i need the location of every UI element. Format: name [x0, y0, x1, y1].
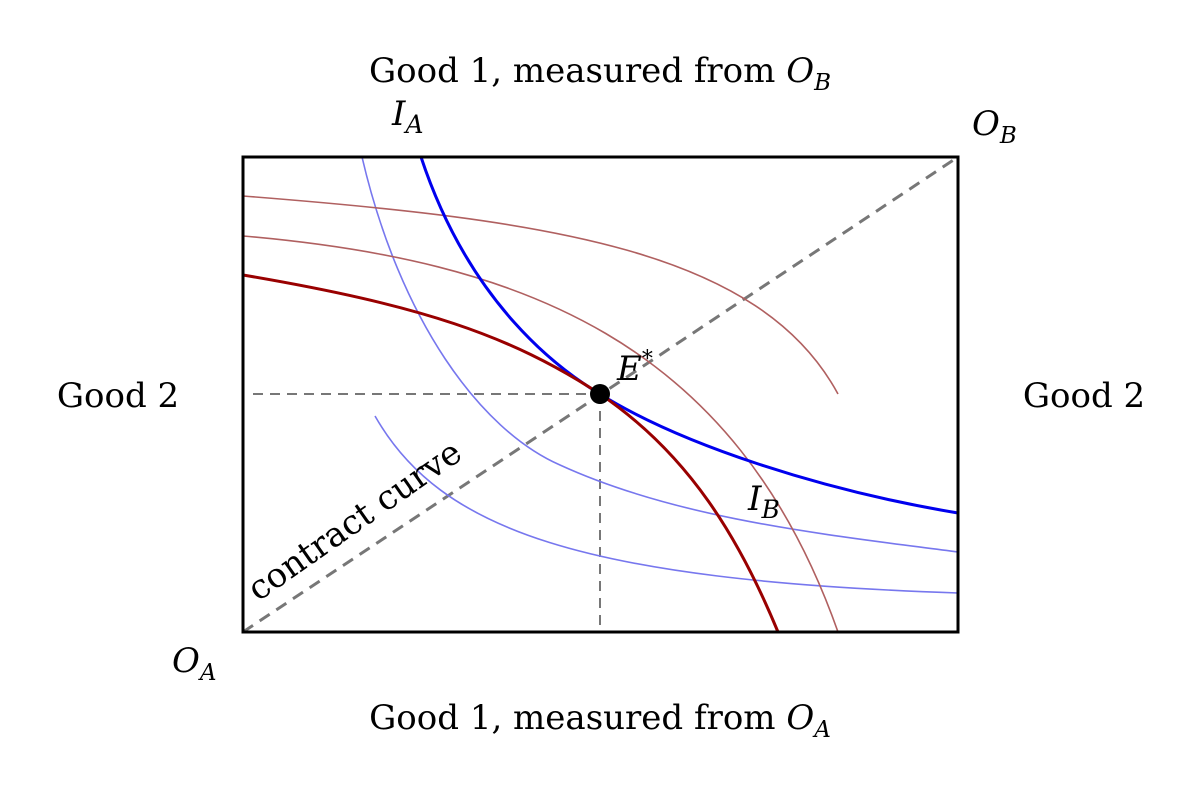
ib-label-sub: B — [760, 495, 779, 524]
equilibrium-label-sup: * — [642, 347, 653, 372]
bottom-axis-origin: O — [786, 698, 814, 738]
left-axis-label: Good 2 — [57, 376, 179, 416]
origin-b-label: OB — [972, 104, 1017, 149]
indifference-curve-b-high — [242, 195, 839, 395]
equilibrium-label-main: E — [616, 349, 642, 389]
origin-a-main: O — [172, 641, 200, 681]
ia-label-main: I — [391, 94, 406, 134]
bottom-axis-origin-sub: A — [812, 717, 831, 743]
origin-b-main: O — [972, 104, 1000, 144]
top-axis-origin-sub: B — [813, 70, 831, 96]
top-axis-text: Good 1, measured from — [369, 51, 786, 91]
top-axis-origin: O — [786, 51, 814, 91]
right-axis-label: Good 2 — [1023, 376, 1145, 416]
origin-b-sub: B — [999, 123, 1017, 149]
ia-label-sub: A — [403, 110, 423, 139]
ib-label-main: I — [747, 479, 762, 519]
indifference-curve-a-low — [374, 415, 959, 594]
ib-label: IB — [747, 479, 780, 524]
equilibrium-label: E* — [616, 347, 653, 389]
origin-a-sub: A — [198, 660, 217, 686]
indifference-curve-a-mid — [361, 156, 959, 553]
bottom-axis-text: Good 1, measured from — [369, 698, 786, 738]
equilibrium-point — [590, 384, 610, 404]
ia-label: IA — [391, 94, 424, 139]
origin-a-label: OA — [172, 641, 217, 686]
contract-curve-label: contract curve — [240, 432, 469, 609]
indifference-curve-b-mid — [242, 235, 839, 633]
edgeworth-box-frame — [241, 155, 960, 634]
bottom-axis-label: Good 1, measured from OA — [369, 698, 831, 743]
top-axis-label: Good 1, measured from OB — [369, 51, 831, 96]
